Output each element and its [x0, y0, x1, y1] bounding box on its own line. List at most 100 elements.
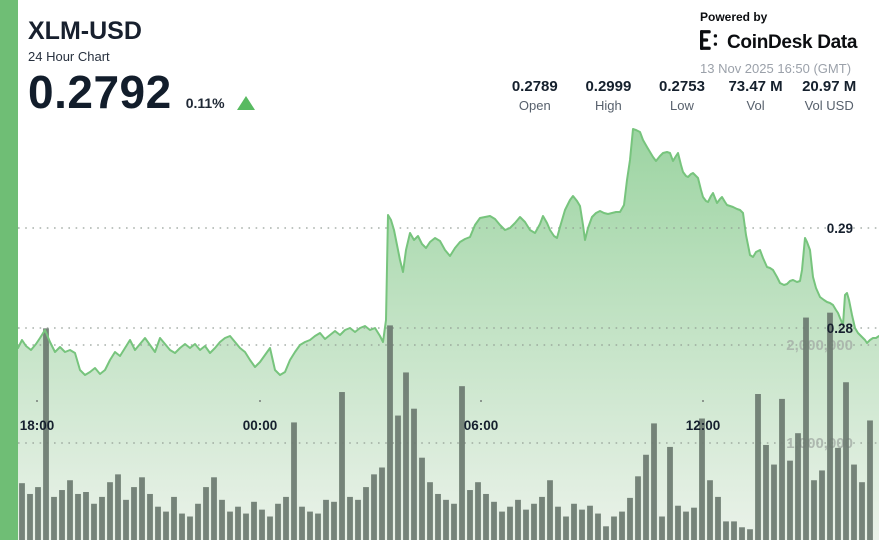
stat-low: 0.2753 Low: [645, 78, 719, 113]
volume-bar: [579, 509, 585, 540]
time-axis-label: 06:00: [464, 418, 499, 433]
volume-bar: [163, 511, 169, 540]
volume-bar: [667, 446, 673, 540]
volume-bar: [779, 398, 785, 540]
volume-bar: [635, 476, 641, 540]
brand-row[interactable]: CoinDesk Data: [700, 30, 878, 55]
volume-bar: [451, 503, 457, 540]
volume-bar: [819, 470, 825, 540]
stat-vol-usd: 20.97 M Vol USD: [792, 78, 866, 113]
volume-bar: [43, 328, 49, 540]
volume-bar: [203, 487, 209, 540]
stat-vol-value: 73.47 M: [728, 78, 783, 95]
change-percent: 0.11%: [185, 94, 225, 111]
volume-bar: [155, 506, 161, 540]
volume-bar: [395, 415, 401, 540]
volume-bar: [131, 487, 137, 540]
volume-bar: [379, 467, 385, 540]
volume-bar: [675, 505, 681, 540]
time-tick-dot: [259, 400, 261, 402]
volume-bar: [51, 496, 57, 540]
volume-bar: [315, 513, 321, 540]
volume-bar: [723, 521, 729, 540]
volume-bar: [555, 506, 561, 540]
price-axis-label: 0.28: [827, 321, 854, 336]
volume-bar: [683, 511, 689, 540]
chart-subtitle: 24 Hour Chart: [28, 48, 110, 64]
volume-bar: [787, 460, 793, 540]
volume-bar: [467, 490, 473, 540]
volume-bar: [363, 487, 369, 540]
volume-bar: [771, 464, 777, 540]
volume-bar: [571, 503, 577, 540]
volume-bar: [323, 499, 329, 540]
volume-bar: [539, 496, 545, 540]
brand-name: CoinDesk Data: [727, 31, 858, 53]
volume-bar: [843, 382, 849, 540]
volume-bar: [91, 503, 97, 540]
volume-bar: [699, 418, 705, 540]
volume-bar: [499, 511, 505, 540]
time-tick-dot: [702, 400, 704, 402]
volume-bar: [107, 482, 113, 540]
volume-bar: [715, 496, 721, 540]
stat-high-label: High: [595, 98, 622, 113]
volume-bar: [491, 501, 497, 540]
volume-bar: [355, 499, 361, 540]
stat-vol: 73.47 M Vol: [719, 78, 793, 113]
volume-bar: [123, 499, 129, 540]
volume-bar: [291, 422, 297, 540]
volume-bar: [19, 483, 25, 540]
volume-bar: [515, 499, 521, 540]
volume-bar: [483, 493, 489, 540]
volume-bar: [147, 493, 153, 540]
volume-bar: [739, 527, 745, 540]
up-triangle-icon: [236, 95, 255, 110]
volume-bar: [643, 454, 649, 540]
stat-open-label: Open: [518, 98, 551, 113]
volume-bar: [171, 496, 177, 540]
volume-bar: [139, 477, 145, 540]
volume-bar: [747, 529, 753, 540]
volume-bar: [403, 372, 409, 540]
volume-bar: [427, 482, 433, 540]
volume-bar: [267, 516, 273, 540]
volume-bar: [523, 509, 529, 540]
chart-header: XLM-USD 24 Hour Chart 0.2792 0.11%: [28, 17, 255, 115]
volume-bar: [795, 433, 801, 540]
volume-bar: [83, 492, 89, 540]
volume-bar: [691, 507, 697, 540]
volume-bar: [755, 394, 761, 540]
volume-bar: [707, 480, 713, 540]
price-row: 0.2792 0.11%: [28, 68, 255, 115]
left-accent-bar: [0, 0, 18, 540]
stat-vol-usd-value: 20.97 M: [802, 78, 857, 95]
stat-high: 0.2999 High: [572, 78, 646, 113]
pair-title: XLM-USD: [28, 17, 142, 45]
time-tick-dot: [36, 400, 38, 402]
volume-bar: [235, 506, 241, 540]
time-axis-label: 00:00: [243, 418, 278, 433]
volume-bar: [803, 317, 809, 540]
volume-bar: [179, 513, 185, 540]
volume-bar: [587, 505, 593, 540]
volume-bar: [659, 516, 665, 540]
time-axis-label: 12:00: [686, 418, 721, 433]
volume-bar: [595, 513, 601, 540]
price-axis-label: 0.29: [827, 221, 853, 236]
volume-bar: [603, 526, 609, 540]
volume-bar: [731, 521, 737, 540]
price-line: [17, 128, 879, 376]
volume-bar: [611, 516, 617, 540]
time-axis-label: 18:00: [20, 418, 55, 433]
volume-bar: [563, 516, 569, 540]
volume-bar: [27, 493, 33, 540]
volume-bar: [835, 447, 841, 540]
volume-bar: [259, 509, 265, 540]
volume-bar: [35, 487, 41, 540]
volume-bar: [299, 506, 305, 540]
volume-bar: [547, 480, 553, 540]
stat-vol-usd-label: Vol USD: [804, 98, 854, 113]
branding-block: Powered by CoinDesk Data 13 Nov 2025 16:…: [700, 10, 878, 76]
